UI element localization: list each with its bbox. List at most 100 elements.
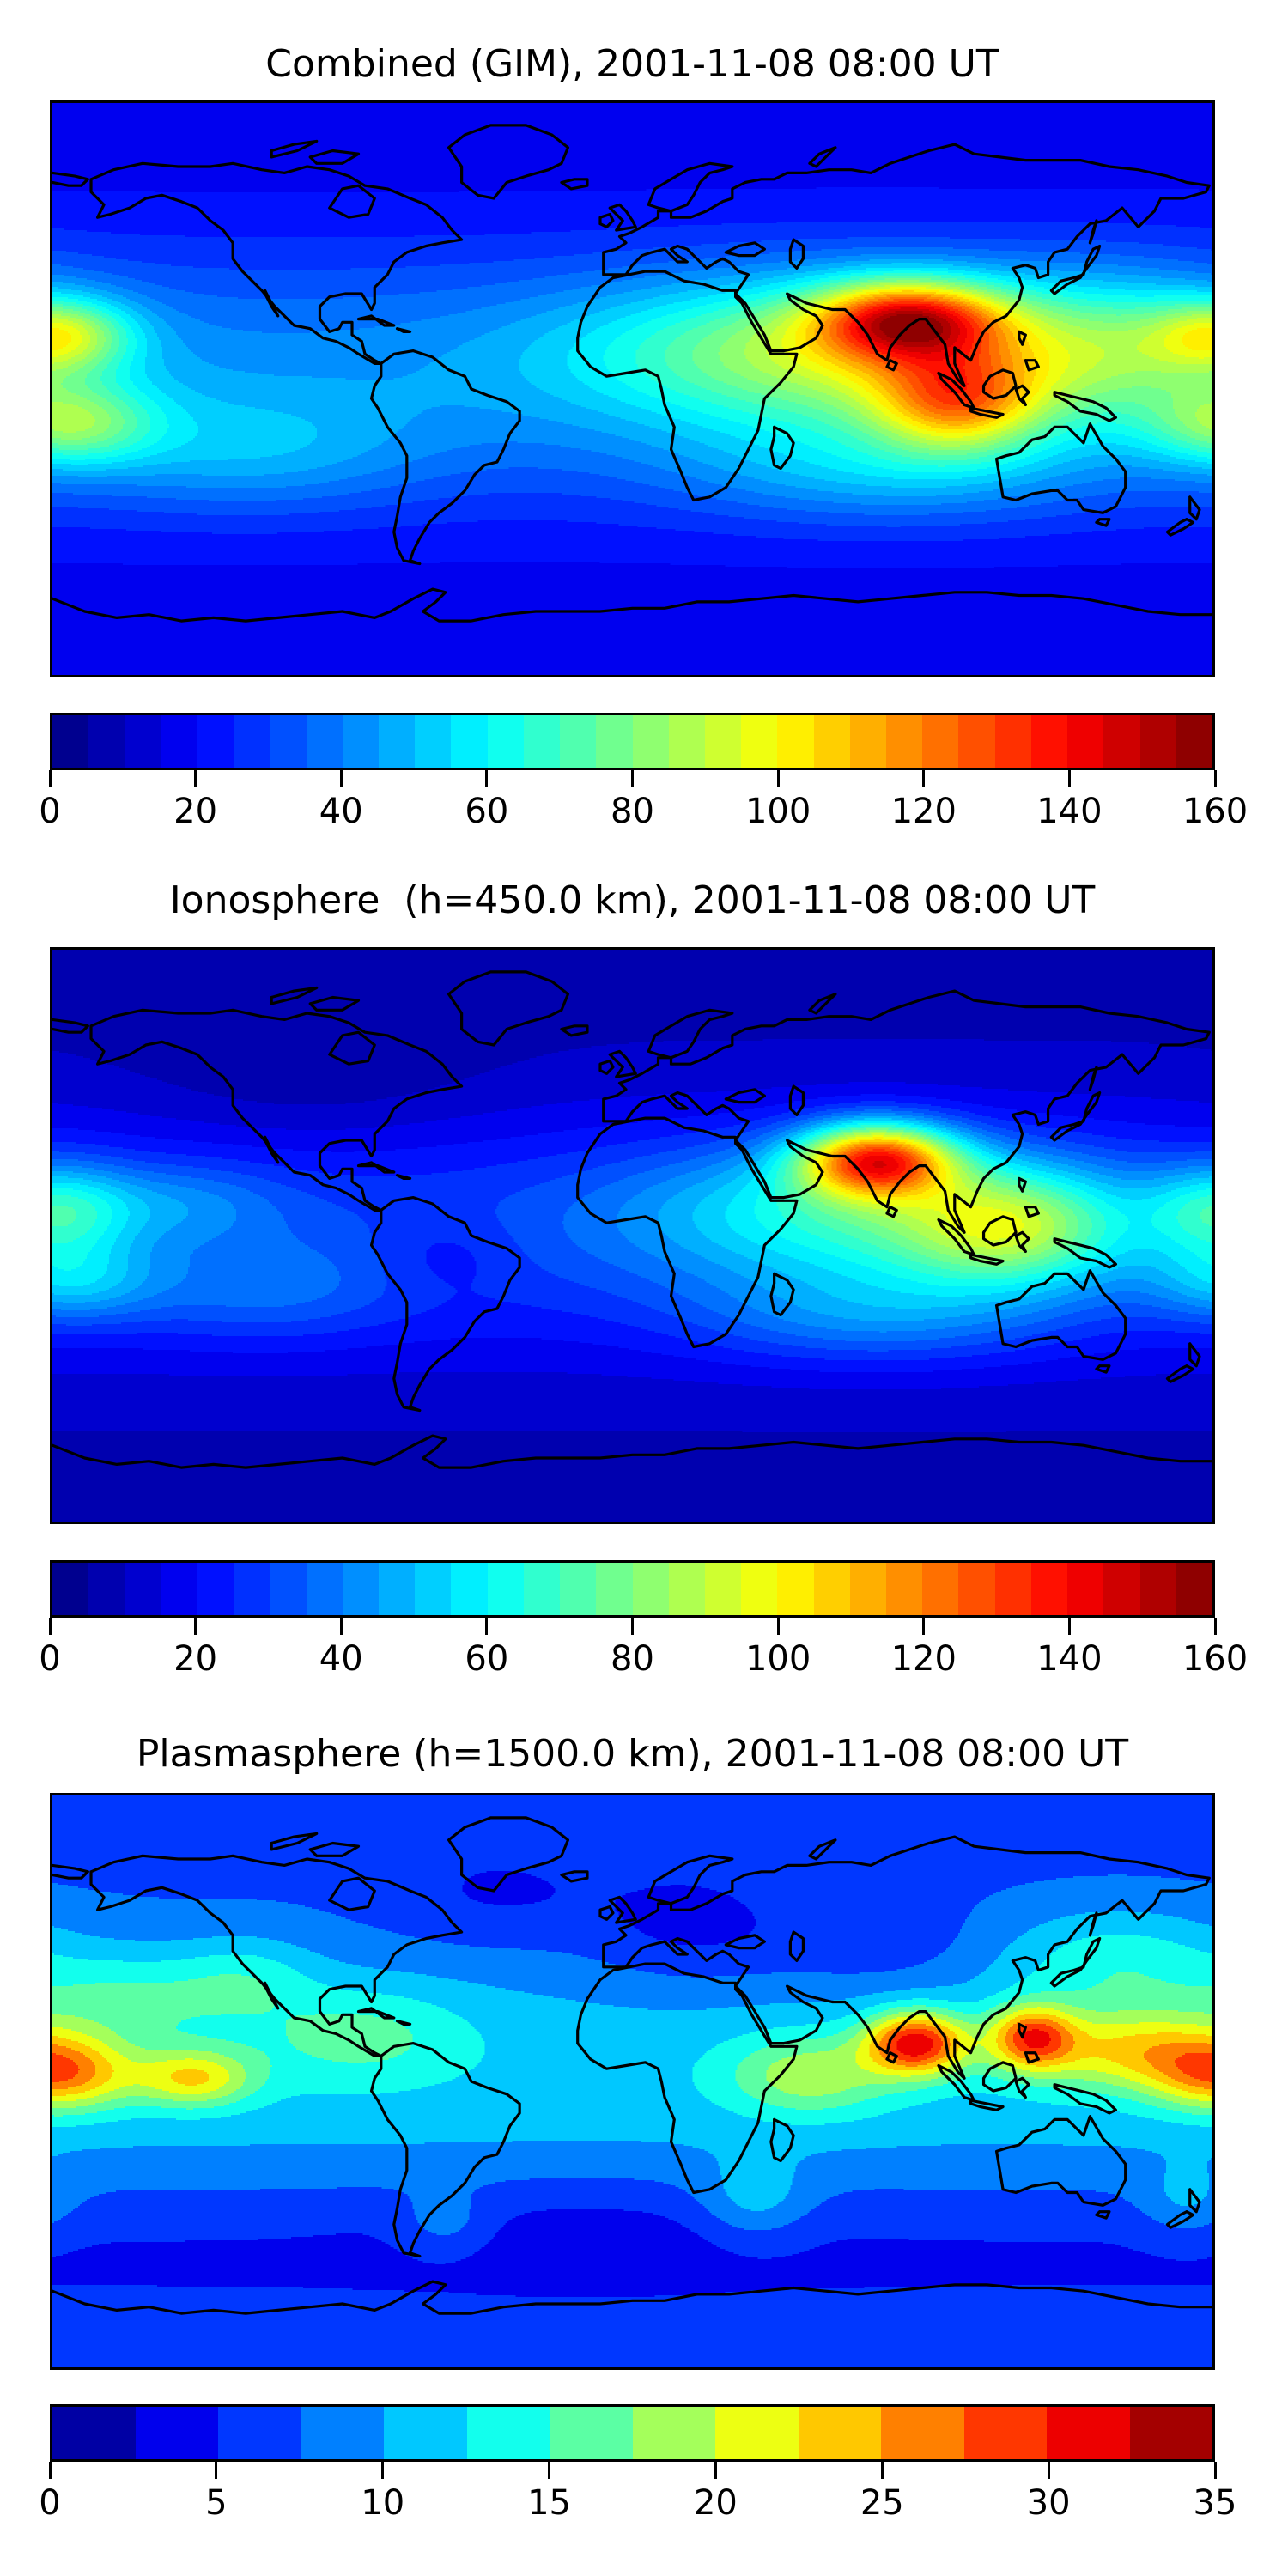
colorbar-segment (1176, 715, 1212, 768)
colorbar-tick-label: 20 (173, 792, 218, 831)
coastline-path (1097, 519, 1109, 526)
colorbar-tick-label: 25 (860, 2483, 904, 2523)
coastline-path (771, 1273, 793, 1315)
colorbar-segment (451, 1563, 488, 1615)
colorbar-tick-label: 0 (39, 792, 61, 831)
colorbar-tick (381, 2462, 385, 2479)
colorbar-segment (1103, 1563, 1140, 1615)
coastline-path (771, 2119, 793, 2160)
colorbar-segment (52, 2407, 136, 2459)
coastline-path (971, 408, 1004, 417)
colorbar-tick (880, 2462, 884, 2479)
coastline-path (771, 427, 793, 468)
coastline-path (562, 1026, 587, 1036)
coastline-path (604, 991, 1210, 1232)
coastline-path (1097, 2212, 1109, 2218)
coastline-path (310, 998, 358, 1011)
colorbar-tick (922, 770, 926, 787)
coastline-path (1051, 1093, 1099, 1141)
panel-title: Combined (GIM), 2001-11-08 08:00 UT (265, 42, 999, 86)
colorbar-tick-label: 160 (1182, 792, 1249, 831)
coastline-path (398, 329, 410, 332)
colorbar-segment (523, 715, 561, 768)
colorbar-segment (52, 1563, 89, 1615)
coastline-path (648, 1856, 732, 1904)
colorbar-segment (1103, 715, 1140, 768)
colorbar-segment (922, 1563, 959, 1615)
coastline-path (604, 144, 1210, 386)
colorbar-segment (1176, 1563, 1212, 1615)
colorbar-tick (1047, 2462, 1050, 2479)
coastline-path (600, 1061, 613, 1074)
tec-map (50, 100, 1215, 677)
coastline-path (1190, 2190, 1200, 2212)
colorbar-tick-label: 20 (693, 2483, 738, 2523)
coastline-overlay (52, 1795, 1212, 2367)
coastline-path (1016, 1232, 1029, 1251)
colorbar-segment (306, 1563, 343, 1615)
colorbar-segment (306, 715, 343, 768)
colorbar-segment (958, 715, 995, 768)
colorbar-tick-label: 100 (744, 792, 811, 831)
coastline-path (1025, 361, 1038, 370)
colorbar-segment (1139, 1563, 1176, 1615)
coastline-path (1190, 497, 1200, 519)
colorbar-tick-label: 60 (465, 1639, 509, 1679)
coastline-path (265, 290, 278, 316)
coastline-path (600, 1907, 613, 1920)
colorbar-tick-label: 140 (1036, 792, 1103, 831)
coastline-path (984, 1217, 1017, 1245)
colorbar-segment (342, 1563, 379, 1615)
colorbar-segment (197, 1563, 234, 1615)
colorbar-segment (668, 715, 705, 768)
colorbar-tick (215, 2462, 218, 2479)
colorbar-segment (777, 715, 814, 768)
coastline-path (997, 2117, 1126, 2206)
coastline-path (1051, 1939, 1099, 1987)
coastline-path (1019, 1178, 1026, 1191)
coastline-path (52, 1019, 88, 1032)
coastline-path (359, 1163, 394, 1172)
colorbar-segment (487, 1563, 524, 1615)
colorbar-segment (849, 1563, 887, 1615)
coastline-path (600, 215, 613, 228)
colorbar-segment (813, 715, 850, 768)
coastline-path (648, 163, 732, 211)
colorbar-segment (1047, 2407, 1130, 2459)
colorbar-segment (270, 1563, 307, 1615)
coastline-path (790, 1932, 803, 1960)
colorbar-segment (378, 715, 416, 768)
colorbar-tick (776, 1618, 780, 1635)
coastline-path (359, 2008, 394, 2018)
coastline-path (610, 204, 635, 230)
colorbar-segment (704, 1563, 742, 1615)
colorbar-segment (881, 2407, 964, 2459)
coastline-path (271, 1833, 317, 1850)
colorbar-segment (922, 715, 959, 768)
coastline-path (1097, 1366, 1109, 1372)
colorbar-tick-label: 80 (611, 1639, 654, 1679)
coastline-path (1016, 386, 1029, 404)
colorbar-tick (48, 1618, 52, 1635)
colorbar-segment (798, 2407, 881, 2459)
coastline-path (449, 125, 568, 198)
colorbar-segment (415, 715, 452, 768)
coastline-path (997, 424, 1126, 513)
colorbar-tick-label: 35 (1193, 2483, 1237, 2523)
colorbar-segment (1030, 715, 1068, 768)
coastline-path (887, 1207, 896, 1217)
colorbar-segment (849, 715, 887, 768)
coastline-path (810, 994, 835, 1013)
colorbar-tick (776, 770, 780, 787)
coastline-path (265, 1983, 278, 2008)
colorbar-tick-label: 15 (527, 2483, 572, 2523)
coastline-path (52, 2281, 1212, 2313)
colorbar-segment (1139, 715, 1176, 768)
coastline-path (1190, 1344, 1200, 1366)
colorbar-segment (52, 715, 89, 768)
colorbar-segment (560, 715, 597, 768)
colorbar-segment (301, 2407, 384, 2459)
coastline-path (398, 1176, 410, 1179)
colorbar-tick (922, 1618, 926, 1635)
